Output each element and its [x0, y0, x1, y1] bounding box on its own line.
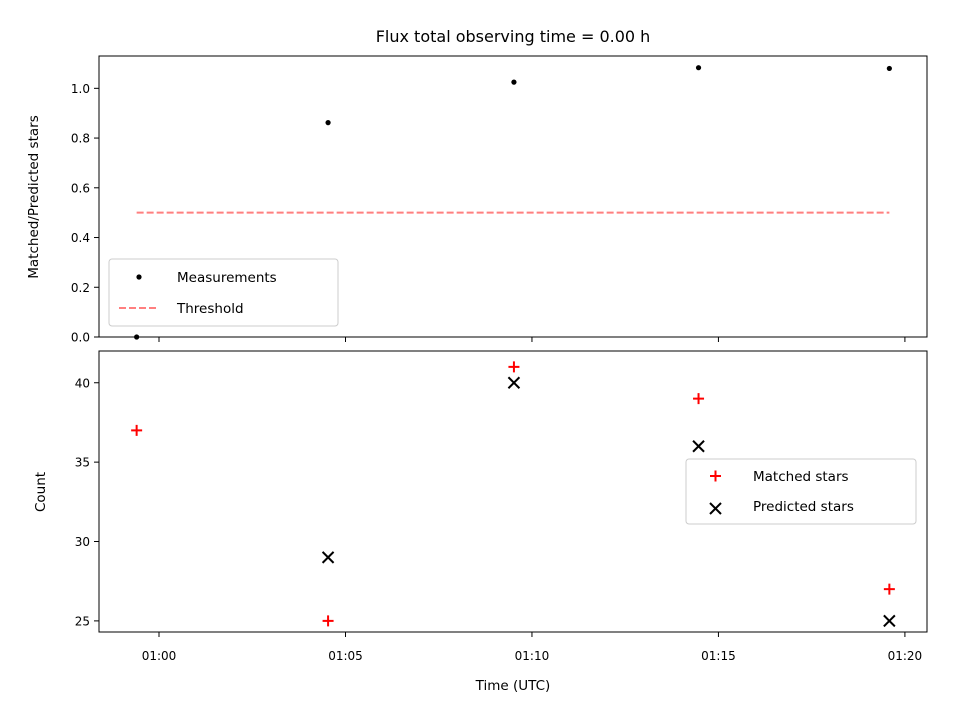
- matched-star-point: [131, 424, 143, 436]
- matched-star-point: [693, 393, 705, 405]
- legend-measurements-marker: [136, 274, 142, 280]
- x-tick-label: 01:10: [515, 649, 550, 663]
- count-x-ticks: 01:00 01:05 01:10 01:15 01:20: [142, 632, 922, 663]
- x-tick-label: 01:00: [142, 649, 177, 663]
- predicted-star-point: [507, 376, 521, 389]
- count-legend: Matched stars Predicted stars: [685, 458, 917, 525]
- predicted-star-point: [692, 440, 705, 453]
- predicted-star-point: [321, 551, 335, 564]
- ratio-legend: Measurements Threshold: [108, 258, 339, 327]
- ratio-y-tick-label: 0.4: [71, 231, 90, 245]
- count-y-tick-label: 40: [75, 376, 90, 390]
- ratio-y-tick-label: 1.0: [71, 82, 90, 96]
- count-plot-area: [131, 361, 896, 628]
- legend-predicted-marker: [709, 502, 722, 515]
- ratio-y-tick-label: 0.0: [71, 331, 90, 345]
- ratio-x-ticks: [158, 337, 906, 342]
- count-y-tick-label: 35: [75, 456, 90, 470]
- legend-measurements-label: Measurements: [177, 270, 277, 286]
- measurement-point: [134, 334, 140, 340]
- ratio-legend-box: [108, 258, 339, 327]
- chart-title: Flux total observing time = 0.00 h: [376, 27, 651, 46]
- matched-star-point: [322, 615, 334, 627]
- ratio-y-ticks: 0.0 0.2 0.4 0.6 0.8 1.0: [71, 82, 99, 345]
- ratio-y-tick-label: 0.2: [71, 281, 90, 295]
- measurement-point: [511, 79, 517, 85]
- matched-star-point: [508, 361, 520, 373]
- ratio-panel: Matched/Predicted stars 0.0 0.2 0.4 0.6 0.8 1…: [26, 55, 928, 345]
- ratio-y-axis-label: Matched/Predicted stars: [26, 115, 42, 278]
- x-tick-label: 01:15: [701, 649, 736, 663]
- ratio-plot-area: [134, 65, 892, 340]
- legend-matched-label: Matched stars: [753, 469, 849, 485]
- count-panel-frame: [98, 350, 928, 633]
- legend-threshold-label: Threshold: [176, 301, 244, 317]
- count-y-axis-label: Count: [33, 472, 49, 512]
- count-y-tick-label: 25: [75, 614, 90, 628]
- predicted-star-point: [883, 614, 896, 628]
- legend-matched-marker: [710, 470, 721, 482]
- x-axis-label: Time (UTC): [475, 678, 551, 694]
- ratio-panel-frame: [98, 55, 928, 338]
- count-legend-box: [685, 458, 917, 525]
- x-tick-label: 01:20: [888, 649, 923, 663]
- measurement-point: [325, 120, 331, 126]
- legend-predicted-label: Predicted stars: [753, 499, 854, 515]
- x-tick-label: 01:05: [328, 649, 363, 663]
- ratio-y-tick-label: 0.6: [71, 181, 90, 195]
- count-panel: Count Time (UTC) 25 30 35 40 01:00 01:05 01:1…: [33, 350, 928, 694]
- matched-star-point: [883, 583, 895, 595]
- measurement-point: [886, 65, 892, 72]
- count-y-tick-label: 30: [75, 535, 90, 549]
- measurement-point: [695, 65, 702, 71]
- ratio-y-tick-label: 0.8: [71, 132, 90, 146]
- count-y-ticks: 25 30 35 40: [75, 376, 99, 628]
